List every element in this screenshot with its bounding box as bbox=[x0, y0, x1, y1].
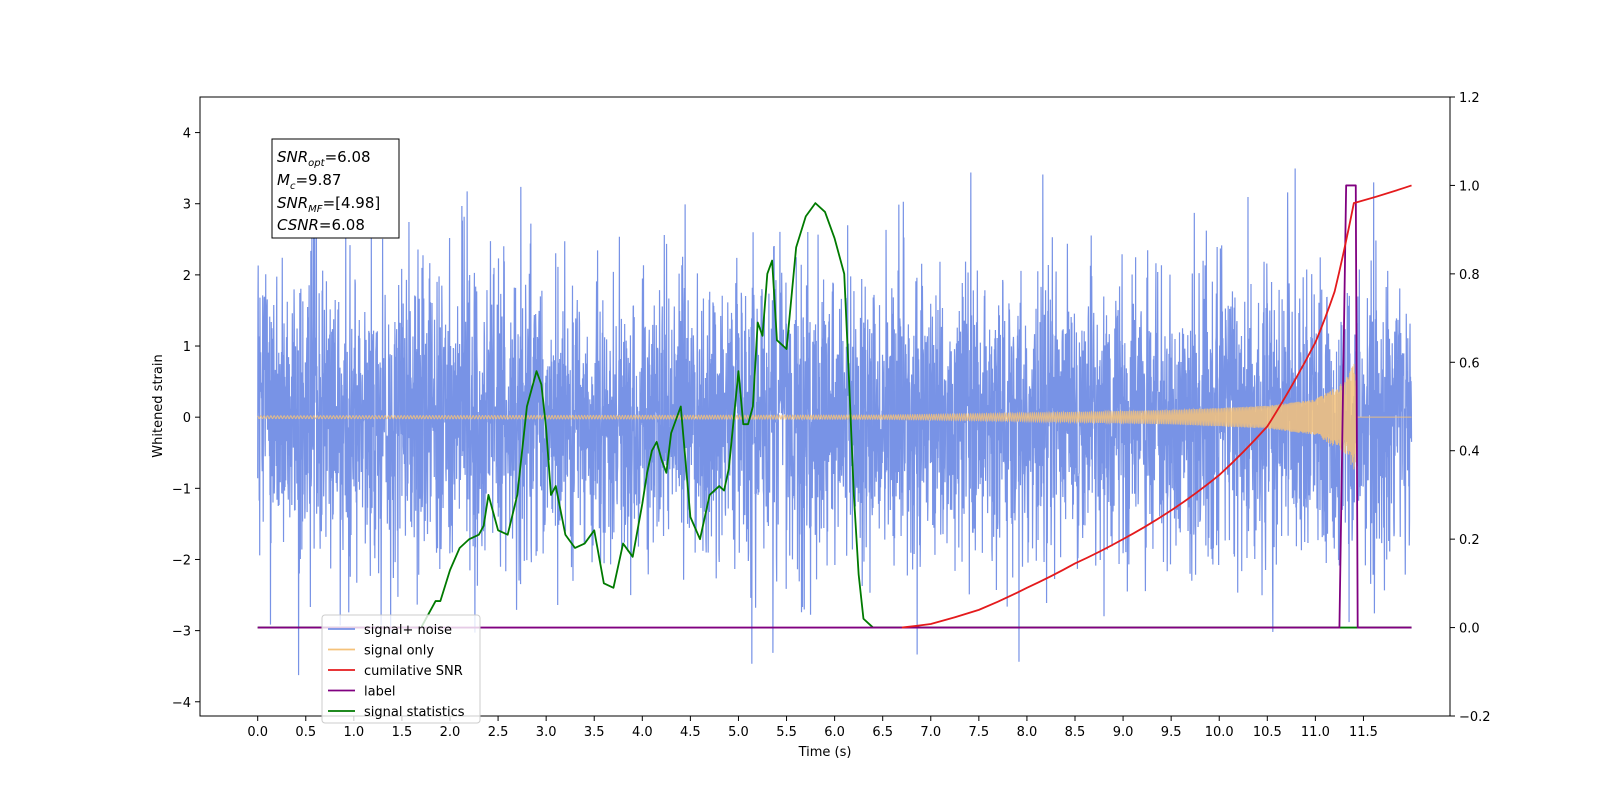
x-tick-label: 9.0 bbox=[1113, 725, 1134, 740]
y2-tick-label: 0.8 bbox=[1459, 268, 1480, 283]
x-tick-label: 7.5 bbox=[969, 725, 990, 740]
x-tick-label: 2.0 bbox=[440, 725, 461, 740]
x-tick-label: 10.0 bbox=[1205, 725, 1234, 740]
x-tick-label: 0.5 bbox=[295, 725, 316, 740]
stat-csnr: CSNR=6.08 bbox=[277, 216, 365, 234]
y-tick-label: −4 bbox=[172, 696, 191, 711]
x-tick-label: 8.5 bbox=[1065, 725, 1086, 740]
legend-label: cumilative SNR bbox=[364, 664, 463, 679]
y2-tick-label: 0.2 bbox=[1459, 533, 1480, 548]
x-tick-label: 4.0 bbox=[632, 725, 653, 740]
plot-frame bbox=[199, 96, 1451, 717]
legend-label: signal+ noise bbox=[364, 623, 452, 638]
legend-label: signal statistics bbox=[364, 705, 465, 720]
x-tick-label: 11.0 bbox=[1301, 725, 1330, 740]
x-tick-label: 5.0 bbox=[728, 725, 749, 740]
y2-tick-label: 0.6 bbox=[1459, 356, 1480, 371]
x-tick-label: 0.0 bbox=[247, 725, 268, 740]
y-axis-ticks: 4 3 2 1 0 −1 −2 −3 −4 bbox=[172, 127, 200, 711]
y-tick-label: −2 bbox=[172, 553, 191, 568]
series-signal-only-line bbox=[257, 363, 1412, 470]
x-tick-label: 10.5 bbox=[1253, 725, 1282, 740]
y2-tick-label: 1.2 bbox=[1459, 91, 1480, 106]
x-tick-label: 8.0 bbox=[1017, 725, 1038, 740]
series-cumulative-snr-line bbox=[901, 184, 1412, 629]
legend-label: label bbox=[364, 685, 395, 700]
series-label-line bbox=[257, 184, 1412, 629]
legend-label: signal only bbox=[364, 644, 434, 659]
y2-tick-label: 0.0 bbox=[1459, 622, 1480, 637]
series-signal-statistics-line bbox=[257, 202, 1412, 629]
stats-box: SNRopt=6.08 Mc=9.87 SNRMF=[4.98] CSNR=6.… bbox=[271, 138, 400, 239]
y-tick-label: 4 bbox=[183, 127, 191, 142]
x-tick-label: 6.0 bbox=[824, 725, 845, 740]
x-axis-ticks: 0.0 0.5 1.0 1.5 2.0 2.5 3.0 3.5 4.0 4.5 5.0 5.5 6.0 6… bbox=[247, 716, 1378, 740]
series-signal-noise-line bbox=[257, 168, 1413, 676]
x-axis-label: Time (s) bbox=[798, 745, 852, 760]
stat-mc: Mc=9.87 bbox=[277, 171, 341, 192]
x-tick-label: 11.5 bbox=[1349, 725, 1378, 740]
stat-snr-opt: SNRopt=6.08 bbox=[277, 148, 371, 169]
x-tick-label: 2.5 bbox=[488, 725, 509, 740]
x-tick-label: 4.5 bbox=[680, 725, 701, 740]
y-tick-label: 2 bbox=[183, 269, 191, 284]
y-tick-label: −1 bbox=[172, 482, 191, 497]
y2-axis-ticks: 1.2 1.0 0.8 0.6 0.4 0.2 0.0 −0.2 bbox=[1450, 91, 1491, 725]
y-tick-label: −3 bbox=[172, 625, 191, 640]
y-tick-label: 0 bbox=[183, 411, 191, 426]
series-layer bbox=[257, 168, 1413, 676]
x-tick-label: 3.5 bbox=[584, 725, 605, 740]
x-tick-label: 1.0 bbox=[344, 725, 365, 740]
x-tick-label: 5.5 bbox=[776, 725, 797, 740]
x-tick-label: 1.5 bbox=[392, 725, 413, 740]
x-tick-label: 6.5 bbox=[872, 725, 893, 740]
x-tick-label: 3.0 bbox=[536, 725, 557, 740]
y2-tick-label: 1.0 bbox=[1459, 179, 1480, 194]
x-tick-label: 9.5 bbox=[1161, 725, 1182, 740]
y2-tick-label: −0.2 bbox=[1459, 710, 1491, 725]
y-tick-label: 1 bbox=[183, 340, 191, 355]
y-tick-label: 3 bbox=[183, 198, 191, 213]
legend: signal+ noise signal only cumilative SNR la… bbox=[321, 614, 481, 724]
stat-snr-mf: SNRMF=[4.98] bbox=[277, 194, 380, 215]
y-axis-label: Whitened strain bbox=[151, 354, 166, 457]
x-tick-label: 7.0 bbox=[920, 725, 941, 740]
y2-tick-label: 0.4 bbox=[1459, 445, 1480, 460]
